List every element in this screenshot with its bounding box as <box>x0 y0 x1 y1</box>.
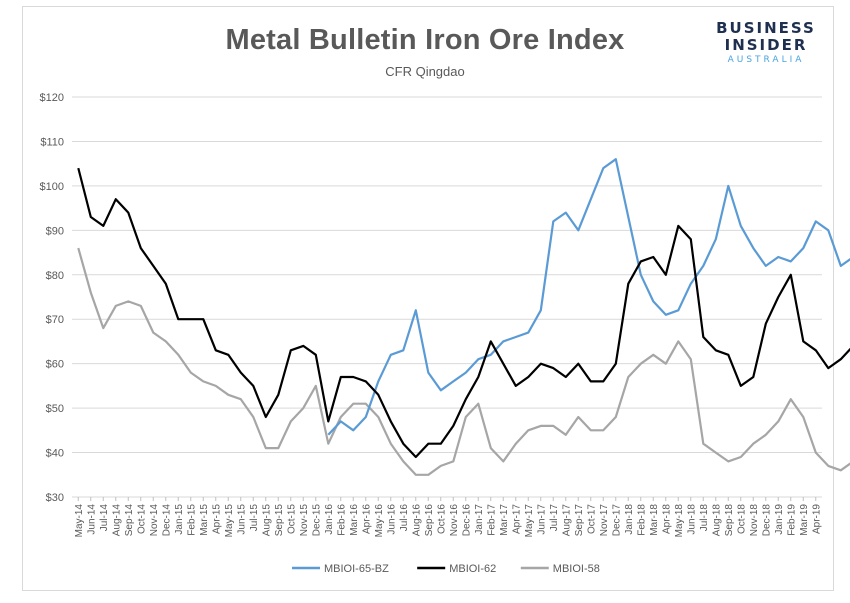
x-tick-label: May-15 <box>224 504 235 538</box>
x-tick-label: Dec-16 <box>461 504 472 537</box>
x-tick-label: Dec-18 <box>761 504 772 537</box>
x-tick-label: Jun-14 <box>86 504 97 535</box>
x-tick-label: Jan-16 <box>324 504 335 535</box>
series-line-mbioi-58 <box>77 247 850 476</box>
x-tick-label: Feb-19 <box>786 504 797 536</box>
y-tick-label: $30 <box>46 492 64 504</box>
x-tick-label: Apr-15 <box>211 504 222 534</box>
x-tick-label: May-18 <box>674 504 685 538</box>
x-tick-label: Feb-18 <box>636 504 647 536</box>
x-tick-label: Dec-17 <box>611 504 622 537</box>
x-tick-label: Oct-16 <box>436 504 447 534</box>
x-axis: May-14 Jun-14 Jul-14 Aug-14 Sep-14 Oct-14 Nov-… <box>74 497 822 538</box>
x-tick-label: Sep-17 <box>574 504 585 537</box>
x-tick-label: May-17 <box>524 504 535 538</box>
x-tick-label: Apr-16 <box>361 504 372 534</box>
x-tick-label: Aug-14 <box>111 504 122 537</box>
x-tick-label: Aug-15 <box>261 504 272 537</box>
x-tick-label: Feb-15 <box>186 504 197 536</box>
x-tick-label: Sep-18 <box>724 504 735 537</box>
x-tick-label: Jul-18 <box>699 504 710 532</box>
x-tick-label: Aug-16 <box>411 504 422 537</box>
series-line-mbioi-62 <box>77 167 850 459</box>
x-tick-label: Jun-18 <box>686 504 697 535</box>
y-tick-label: $40 <box>46 448 64 460</box>
x-tick-label: Mar-19 <box>799 504 810 536</box>
x-tick-label: Aug-17 <box>561 504 572 537</box>
x-tick-label: Aug-18 <box>711 504 722 537</box>
y-tick-label: $110 <box>40 136 64 148</box>
x-tick-label: Nov-17 <box>599 504 610 537</box>
x-tick-label: Nov-16 <box>449 504 460 537</box>
x-tick-label: Apr-19 <box>811 504 822 534</box>
x-tick-label: Mar-18 <box>649 504 660 536</box>
series-lines <box>77 158 850 476</box>
legend-label-mbioi-65-bz: MBIOI-65-BZ <box>324 563 389 575</box>
x-tick-label: Dec-15 <box>311 504 322 537</box>
x-tick-label: Jun-15 <box>236 504 247 535</box>
x-tick-label: Jan-15 <box>174 504 185 535</box>
x-tick-label: Feb-16 <box>336 504 347 536</box>
x-tick-label: Jul-15 <box>249 504 260 532</box>
x-tick-label: Oct-17 <box>586 504 597 534</box>
chart-subtitle: CFR Qingdao <box>385 64 465 79</box>
x-tick-label: Feb-17 <box>486 504 497 536</box>
x-tick-label: Jul-14 <box>99 504 110 532</box>
legend: MBIOI-65-BZ MBIOI-62 MBIOI-58 <box>292 563 600 575</box>
series-line-mbioi-65-bz <box>327 158 850 436</box>
x-tick-label: Mar-16 <box>349 504 360 536</box>
gridlines <box>72 96 822 498</box>
x-tick-label: Jul-16 <box>399 504 410 532</box>
y-tick-label: $120 <box>40 92 64 104</box>
x-tick-label: Sep-15 <box>274 504 285 537</box>
y-axis: $30 $40 $50 $60 $70 $80 $90 $100 $110 $120 <box>40 92 64 504</box>
x-tick-label: May-16 <box>374 504 385 538</box>
y-tick-label: $100 <box>40 181 64 193</box>
x-tick-label: Nov-18 <box>749 504 760 537</box>
x-tick-label: Dec-14 <box>161 504 172 537</box>
x-tick-label: Mar-17 <box>499 504 510 536</box>
x-tick-label: Oct-14 <box>136 504 147 534</box>
x-tick-label: Jul-17 <box>549 504 560 532</box>
legend-label-mbioi-62: MBIOI-62 <box>449 563 496 575</box>
x-tick-label: Jan-17 <box>474 504 485 535</box>
y-tick-label: $50 <box>46 403 64 415</box>
x-tick-label: Sep-16 <box>424 504 435 537</box>
logo-line-2: INSIDER <box>724 36 808 54</box>
x-tick-label: Mar-15 <box>199 504 210 536</box>
x-tick-label: Apr-18 <box>661 504 672 534</box>
x-tick-label: Jan-19 <box>774 504 785 535</box>
x-tick-label: Jun-17 <box>536 504 547 535</box>
legend-label-mbioi-58: MBIOI-58 <box>553 563 600 575</box>
y-tick-label: $90 <box>46 225 64 237</box>
y-tick-label: $80 <box>46 270 64 282</box>
logo-line-1: BUSINESS <box>716 19 816 37</box>
x-tick-label: May-14 <box>74 504 85 538</box>
chart-title: Metal Bulletin Iron Ore Index <box>225 24 625 56</box>
x-tick-label: Nov-14 <box>149 504 160 537</box>
x-tick-label: Nov-15 <box>299 504 310 537</box>
y-tick-label: $70 <box>46 314 64 326</box>
x-tick-label: Jan-18 <box>624 504 635 535</box>
logo-line-3: AUSTRALIA <box>727 55 805 65</box>
x-tick-label: Oct-18 <box>736 504 747 534</box>
y-tick-label: $60 <box>46 359 64 371</box>
x-tick-label: Apr-17 <box>511 504 522 534</box>
business-insider-logo: BUSINESS INSIDER AUSTRALIA <box>706 20 826 66</box>
x-tick-label: Sep-14 <box>124 504 135 537</box>
x-tick-label: Jun-16 <box>386 504 397 535</box>
x-tick-label: Oct-15 <box>286 504 297 534</box>
